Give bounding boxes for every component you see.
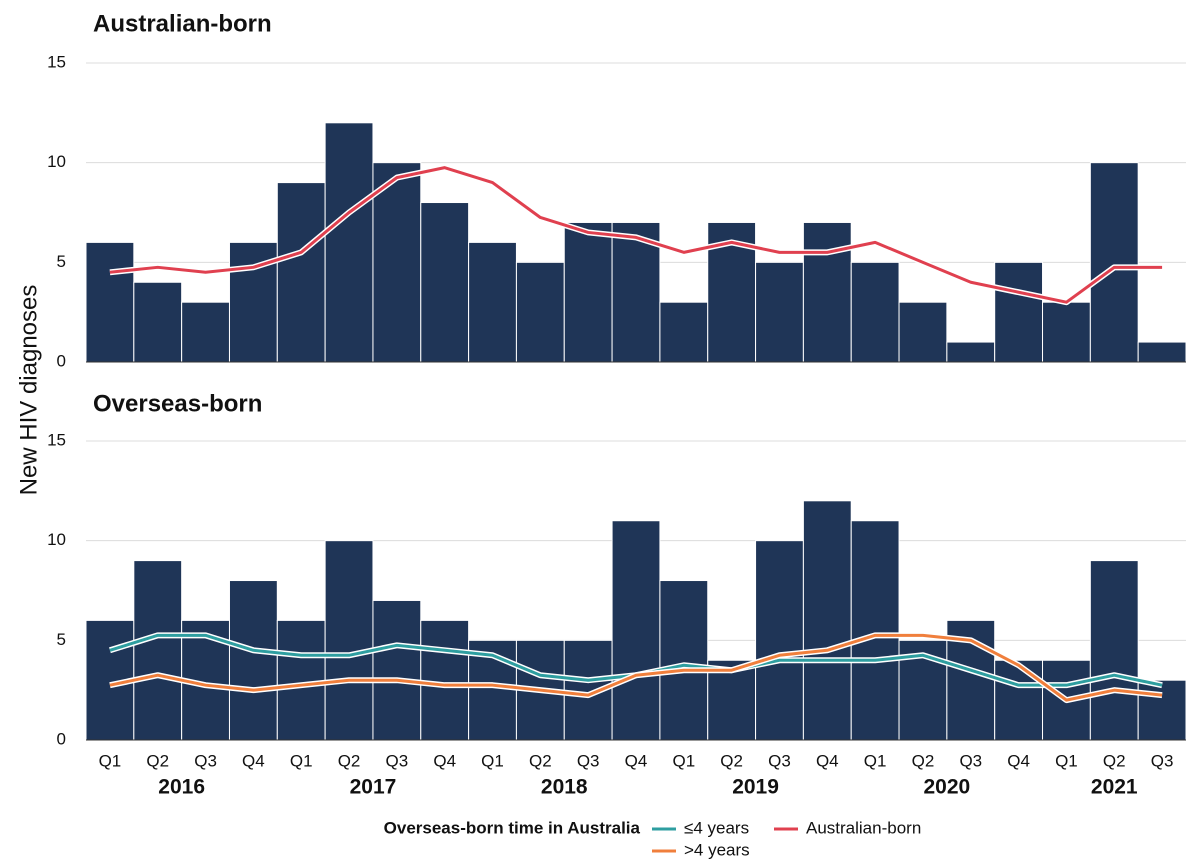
x-tick-label: Q1 (864, 751, 887, 770)
panel-title: Australian-born (93, 10, 272, 37)
x-tick-label: Q4 (1007, 751, 1030, 770)
bar (133, 281, 183, 363)
bar (515, 261, 565, 363)
bar (85, 241, 135, 363)
x-tick-label: Q1 (1055, 751, 1078, 770)
bar (1042, 301, 1091, 363)
y-tick-label: 10 (47, 152, 66, 171)
bar (324, 540, 374, 741)
year-label: 2016 (158, 776, 205, 799)
y-tick-label: 0 (57, 729, 66, 748)
legend-label: ≤4 years (684, 818, 749, 837)
bar (468, 241, 517, 363)
legend-label: Australian-born (806, 818, 921, 837)
bar (1137, 341, 1187, 363)
x-tick-label: Q3 (577, 751, 600, 770)
y-tick-label: 15 (47, 430, 66, 449)
x-tick-label: Q2 (720, 751, 743, 770)
legend-title: Overseas-born time in Australia (384, 818, 641, 837)
x-tick-label: Q4 (816, 751, 839, 770)
y-tick-label: 15 (47, 52, 66, 71)
x-tick-label: Q3 (959, 751, 982, 770)
x-tick-label: Q4 (433, 751, 456, 770)
bar (802, 500, 852, 741)
year-label: 2020 (924, 776, 971, 799)
y-tick-label: 5 (57, 630, 66, 649)
bar (994, 659, 1044, 741)
x-tick-label: Q2 (1103, 751, 1126, 770)
bar (1137, 679, 1187, 741)
x-tick-label: Q4 (242, 751, 265, 770)
panel-title: Overseas-born (93, 390, 262, 417)
bar (276, 619, 326, 741)
bar (1089, 560, 1139, 741)
bar (994, 261, 1044, 363)
x-tick-label: Q2 (338, 751, 361, 770)
y-axis-label: New HIV diagnoses (15, 285, 42, 496)
bar (372, 599, 422, 741)
bar (850, 261, 900, 363)
bar (420, 202, 470, 363)
x-tick-label: Q1 (290, 751, 313, 770)
bar (228, 580, 278, 741)
bar (707, 659, 757, 741)
x-tick-label: Q2 (912, 751, 935, 770)
x-tick-label: Q1 (481, 751, 504, 770)
y-tick-label: 5 (57, 252, 66, 271)
x-tick-label: Q3 (194, 751, 217, 770)
bar (850, 520, 900, 741)
year-label: 2019 (732, 776, 779, 799)
bar (611, 520, 661, 741)
year-label: 2017 (350, 776, 397, 799)
bar (755, 540, 804, 741)
line (109, 633, 1163, 702)
bar (659, 580, 709, 741)
x-tick-label: Q1 (672, 751, 695, 770)
year-label: 2018 (541, 776, 588, 799)
bar (611, 221, 661, 363)
x-tick-label: Q2 (146, 751, 169, 770)
bar (133, 560, 183, 741)
bar (324, 122, 374, 363)
x-tick-label: Q4 (625, 751, 648, 770)
bar (802, 221, 852, 363)
x-tick-label: Q2 (529, 751, 552, 770)
bar (563, 221, 613, 363)
bar (659, 301, 709, 363)
bar (181, 301, 230, 363)
year-label: 2021 (1091, 776, 1138, 799)
x-tick-label: Q1 (99, 751, 122, 770)
legend-label: >4 years (684, 840, 750, 859)
x-tick-label: Q3 (1151, 751, 1174, 770)
y-tick-label: 0 (57, 351, 66, 370)
line (109, 166, 1163, 304)
bar (755, 261, 804, 363)
bar (898, 301, 948, 363)
bar (420, 619, 470, 741)
x-tick-label: Q3 (386, 751, 409, 770)
x-tick-label: Q3 (768, 751, 791, 770)
bar (1089, 162, 1139, 363)
y-tick-label: 10 (47, 530, 66, 549)
bar (276, 182, 326, 363)
bar (946, 341, 996, 363)
